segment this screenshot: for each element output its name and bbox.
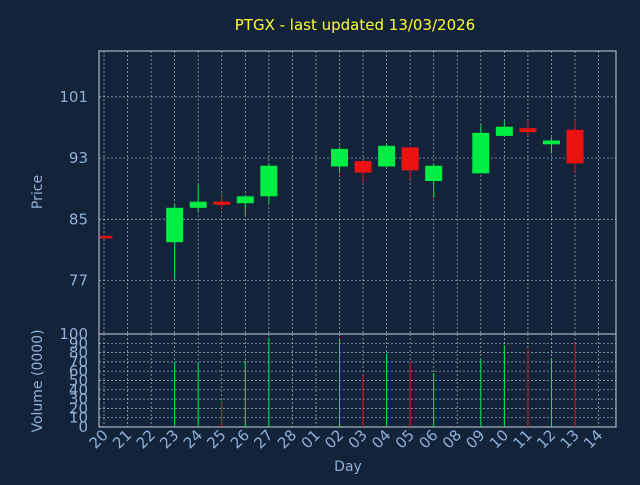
x-tick-label: 21 bbox=[109, 426, 135, 452]
x-tick-label: 08 bbox=[439, 426, 465, 452]
volume-tick-label: 40 bbox=[69, 381, 88, 399]
candle-body bbox=[189, 201, 207, 208]
x-tick-label: 24 bbox=[180, 426, 206, 452]
price-tick-label: 93 bbox=[69, 149, 88, 167]
candle-body bbox=[495, 126, 513, 136]
volume-axis-label: Volume (0000) bbox=[30, 329, 46, 432]
volume-grid bbox=[99, 333, 616, 428]
x-axis-ticks: 2021222324252627280102030405060809101112… bbox=[86, 426, 607, 452]
x-tick-label: 14 bbox=[580, 426, 606, 452]
candle-body bbox=[331, 148, 348, 167]
x-tick-label: 06 bbox=[415, 426, 441, 452]
volume-tick-label: 100 bbox=[59, 325, 88, 343]
x-tick-label: 12 bbox=[533, 426, 559, 452]
volume-tick-label: 10 bbox=[69, 409, 88, 427]
x-tick-label: 05 bbox=[392, 426, 418, 452]
volume-tick-label: 50 bbox=[69, 372, 88, 390]
x-tick-label: 13 bbox=[557, 426, 583, 452]
volume-tick-label: 20 bbox=[69, 399, 88, 417]
x-tick-label: 03 bbox=[345, 426, 371, 452]
x-tick-label: 28 bbox=[274, 426, 300, 452]
candle-body bbox=[519, 128, 537, 133]
volume-plot-frame bbox=[98, 333, 617, 428]
candle-body bbox=[472, 132, 490, 174]
candle-body bbox=[260, 165, 278, 197]
price-axis-label: Price bbox=[30, 175, 46, 209]
candle-body bbox=[100, 236, 113, 239]
x-tick-label: 09 bbox=[462, 426, 488, 452]
volume-tick-label: 90 bbox=[69, 334, 88, 352]
x-tick-label: 26 bbox=[227, 426, 253, 452]
volume-tick-label: 30 bbox=[69, 390, 88, 408]
x-tick-label: 22 bbox=[133, 426, 159, 452]
candle-body bbox=[378, 145, 396, 167]
candle-body bbox=[425, 165, 443, 182]
x-tick-label: 11 bbox=[509, 426, 535, 452]
volume-tick-label: 70 bbox=[69, 353, 88, 371]
volume-series bbox=[174, 337, 576, 427]
candlestick-series bbox=[100, 119, 584, 279]
price-plot-frame bbox=[98, 50, 617, 335]
price-y-ticks: 77 85 93 101 bbox=[59, 88, 88, 290]
x-tick-label: 23 bbox=[156, 426, 182, 452]
candle-body bbox=[236, 196, 254, 204]
chart-title: PTGX - last updated 13/03/2026 bbox=[235, 16, 475, 34]
x-tick-label: 01 bbox=[298, 426, 324, 452]
volume-tick-label: 60 bbox=[69, 362, 88, 380]
x-tick-label: 27 bbox=[250, 426, 276, 452]
price-tick-label: 85 bbox=[69, 210, 88, 228]
volume-tick-label: 80 bbox=[69, 344, 88, 362]
candle-body bbox=[566, 129, 584, 164]
candle-body bbox=[354, 161, 372, 173]
candle-body bbox=[213, 201, 231, 205]
candle-body bbox=[166, 207, 184, 243]
price-grid bbox=[99, 51, 616, 334]
price-tick-label: 77 bbox=[69, 271, 88, 289]
x-tick-label: 25 bbox=[203, 426, 229, 452]
x-tick-label: 02 bbox=[321, 426, 347, 452]
x-tick-label: 10 bbox=[486, 426, 512, 452]
x-axis-label: Day bbox=[334, 459, 362, 475]
price-tick-label: 101 bbox=[59, 88, 88, 106]
candle-body bbox=[401, 147, 419, 171]
volume-tick-label: 0 bbox=[78, 418, 88, 436]
x-tick-label: 20 bbox=[86, 426, 112, 452]
candle-body bbox=[542, 140, 560, 145]
x-tick-label: 04 bbox=[368, 426, 394, 452]
